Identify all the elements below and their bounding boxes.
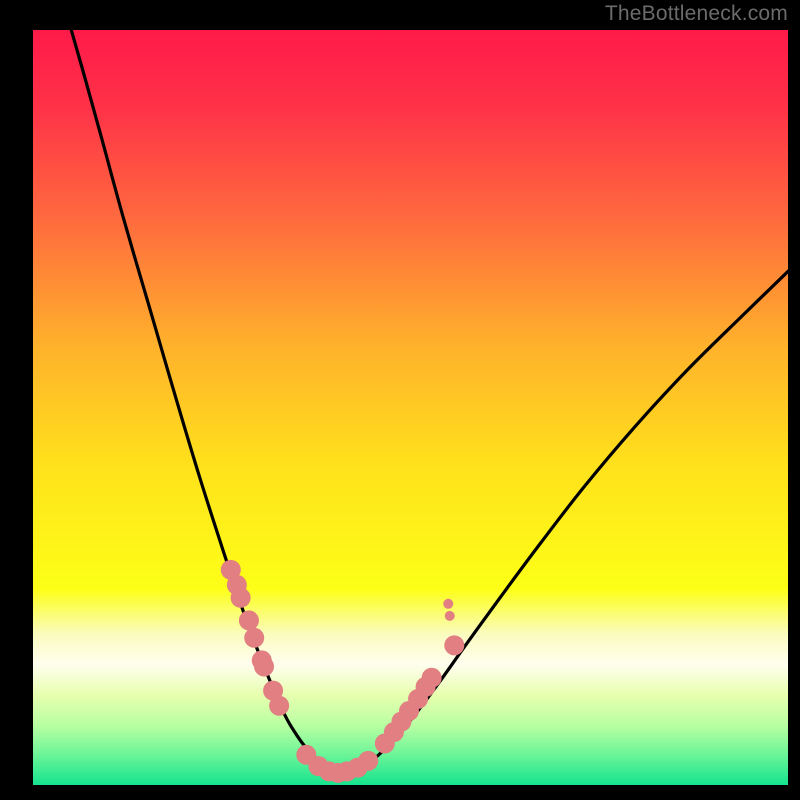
data-marker xyxy=(443,599,453,609)
data-marker xyxy=(358,751,378,771)
watermark-text: TheBottleneck.com xyxy=(605,2,788,26)
data-marker xyxy=(254,656,274,676)
data-marker xyxy=(445,611,455,621)
data-marker xyxy=(422,668,442,688)
chart-svg xyxy=(33,30,788,785)
data-marker xyxy=(231,588,251,608)
curve-line xyxy=(341,264,788,772)
data-marker xyxy=(444,635,464,655)
data-marker xyxy=(244,628,264,648)
chart-frame: TheBottleneck.com xyxy=(0,0,800,800)
data-marker xyxy=(239,610,259,630)
plot-area xyxy=(33,30,788,785)
data-marker xyxy=(269,696,289,716)
curve-line xyxy=(67,30,341,772)
